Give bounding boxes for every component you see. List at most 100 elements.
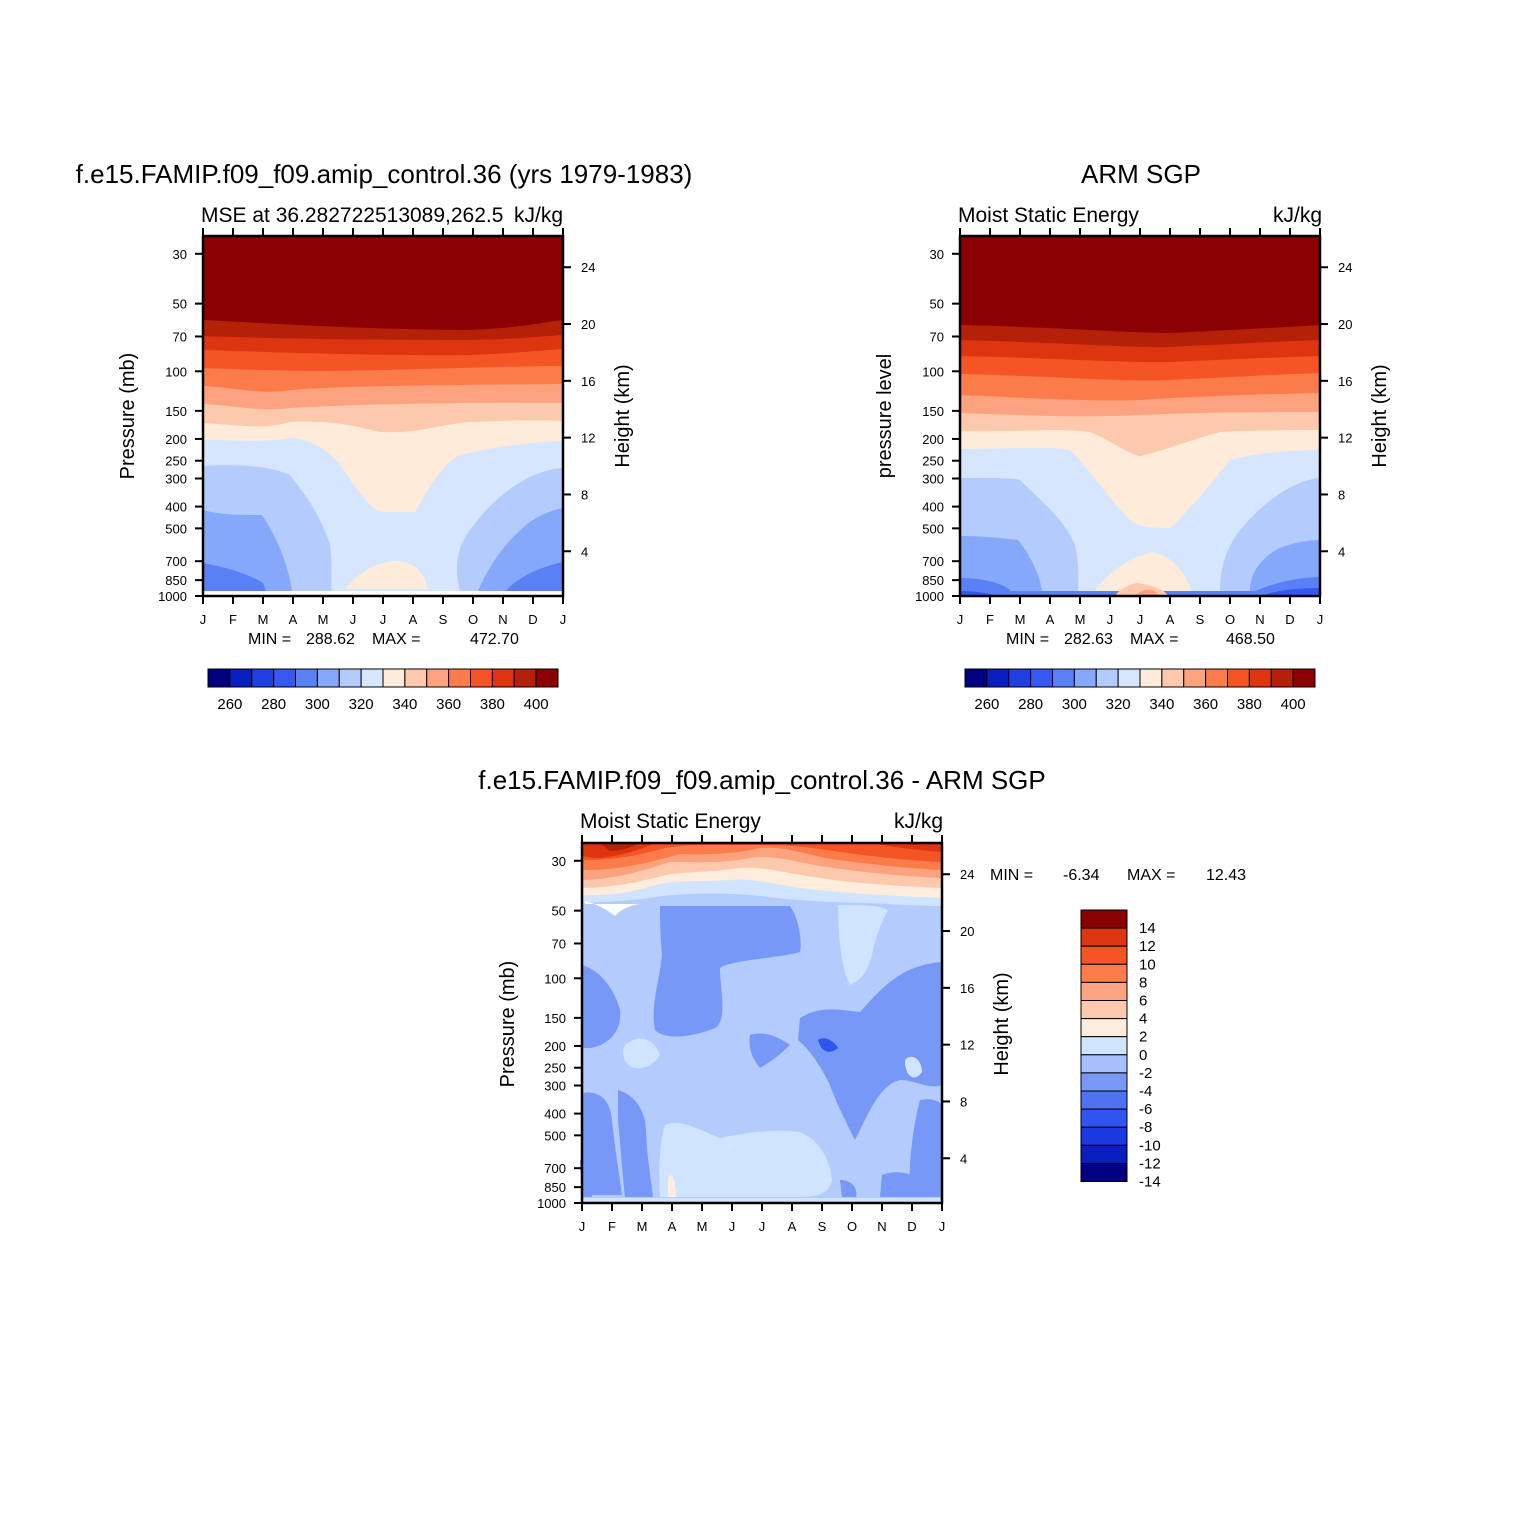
y-tick-label: 250 (165, 454, 187, 469)
colorbar-label: 340 (392, 696, 417, 713)
colorbar-swatch (1183, 668, 1207, 688)
y-right-tick-label: 16 (581, 374, 595, 389)
y-tick-label: 1000 (915, 589, 944, 604)
y-right-tick-label: 4 (1338, 544, 1345, 559)
colorbar-label: -12 (1139, 1155, 1161, 1172)
y-tick-label: 200 (165, 432, 187, 447)
y-tick-label: 50 (173, 297, 187, 312)
y-right-tick-label: 4 (960, 1151, 967, 1166)
y-tick-label: 50 (930, 297, 944, 312)
y-tick-label: 400 (544, 1107, 566, 1122)
panel-model: f.e15.FAMIP.f09_f09.amip_control.36 (yrs… (76, 159, 693, 713)
panel-obs-subtitle: Moist Static Energy (958, 204, 1139, 227)
colorbar-swatch (404, 668, 428, 688)
colorbar-swatch (1080, 927, 1128, 947)
colorbar-swatch (1080, 963, 1128, 983)
y-right-tick-label: 8 (1338, 487, 1345, 502)
colorbar-label: 400 (524, 696, 549, 713)
y-right-tick-label: 8 (581, 487, 588, 502)
x-tick-label: O (1225, 612, 1235, 627)
panel-model-plot (201, 234, 565, 598)
colorbar-label: -10 (1139, 1137, 1161, 1154)
colorbar-label: 380 (1237, 696, 1262, 713)
colorbar-label: 6 (1139, 993, 1147, 1010)
x-tick-label: A (1046, 612, 1055, 627)
colorbar-swatch (360, 668, 384, 688)
y-tick-label: 300 (544, 1079, 566, 1094)
colorbar-label: 4 (1139, 1011, 1147, 1028)
colorbar-label: 360 (436, 696, 461, 713)
x-tick-label: J (350, 612, 357, 627)
panel-model-ylabel: Pressure (mb) (117, 353, 139, 480)
x-tick-label: A (409, 612, 418, 627)
colorbar-swatch (1248, 668, 1272, 688)
x-tick-label: M (1075, 612, 1086, 627)
panel-model-max-label: MAX = (372, 631, 420, 648)
colorbar-swatch (986, 668, 1010, 688)
panel-obs-colorbar: 260 280 300 320 340 360 380 400 (964, 668, 1316, 713)
x-tick-label: F (986, 612, 994, 627)
panel-obs-ylabel-right: Height (km) (1369, 364, 1391, 467)
y-right-tick-label: 16 (960, 981, 974, 996)
colorbar-swatch (1117, 668, 1141, 688)
x-tick-label: J (560, 612, 567, 627)
colorbar-label: 2 (1139, 1029, 1147, 1046)
x-tick-label: S (1196, 612, 1205, 627)
x-tick-label: J (1317, 612, 1324, 627)
colorbar-swatch (1080, 1108, 1128, 1128)
colorbar-swatch (229, 668, 253, 688)
y-tick-label: 500 (165, 521, 187, 536)
colorbar-label: -4 (1139, 1083, 1152, 1100)
colorbar-label: 340 (1149, 696, 1174, 713)
y-tick-label: 300 (165, 472, 187, 487)
y-right-tick-label: 12 (581, 431, 595, 446)
colorbar-label: 280 (1018, 696, 1043, 713)
colorbar-swatch (535, 668, 559, 688)
x-tick-label: J (1137, 612, 1144, 627)
panel-model-min-value: 288.62 (306, 631, 355, 648)
panel-obs-axes: J F M A M J J A S O N D J 30 50 70 100 150 200 250 300 400 500… (915, 228, 1352, 627)
x-tick-label: N (498, 612, 507, 627)
colorbar-swatch (273, 668, 296, 688)
colorbar-swatch (1080, 1126, 1128, 1146)
y-tick-label: 1000 (158, 589, 187, 604)
x-tick-label: O (468, 612, 478, 627)
colorbar-label: 0 (1139, 1047, 1147, 1064)
colorbar-swatch (1080, 981, 1128, 1002)
y-tick-label: 250 (922, 454, 944, 469)
colorbar-swatch (1080, 1144, 1128, 1164)
y-tick-label: 850 (165, 573, 187, 588)
x-tick-label: J (729, 1219, 736, 1234)
y-tick-label: 50 (552, 904, 566, 919)
colorbar-label: 260 (974, 696, 999, 713)
y-tick-label: 700 (544, 1161, 566, 1176)
panel-model-max-value: 472.70 (470, 631, 519, 648)
colorbar-swatch (1205, 668, 1228, 688)
colorbar-swatch (295, 668, 318, 688)
x-tick-label: J (939, 1219, 946, 1234)
y-tick-label: 500 (544, 1128, 566, 1143)
panel-obs-max-label: MAX = (1130, 631, 1178, 648)
colorbar-swatch (1095, 668, 1119, 688)
y-right-tick-label: 24 (581, 260, 595, 275)
colorbar-label: 280 (261, 696, 286, 713)
y-tick-label: 150 (544, 1011, 566, 1026)
colorbar-swatch (1052, 668, 1075, 688)
colorbar-swatch (1080, 1162, 1128, 1183)
colorbar-label: 360 (1193, 696, 1218, 713)
colorbar-swatch (470, 668, 493, 688)
colorbar-swatch (1292, 668, 1316, 688)
colorbar-swatch (964, 668, 988, 688)
colorbar-swatch (207, 668, 231, 688)
y-tick-label: 30 (930, 247, 944, 262)
panel-model-units: kJ/kg (514, 204, 563, 227)
x-tick-label: M (318, 612, 329, 627)
colorbar-swatch (1080, 1054, 1128, 1074)
y-tick-label: 30 (173, 247, 187, 262)
colorbar-label: -6 (1139, 1101, 1152, 1118)
y-right-tick-label: 20 (581, 317, 595, 332)
y-tick-label: 400 (165, 500, 187, 515)
colorbar-swatch (1161, 668, 1185, 688)
colorbar-label: 380 (480, 696, 505, 713)
